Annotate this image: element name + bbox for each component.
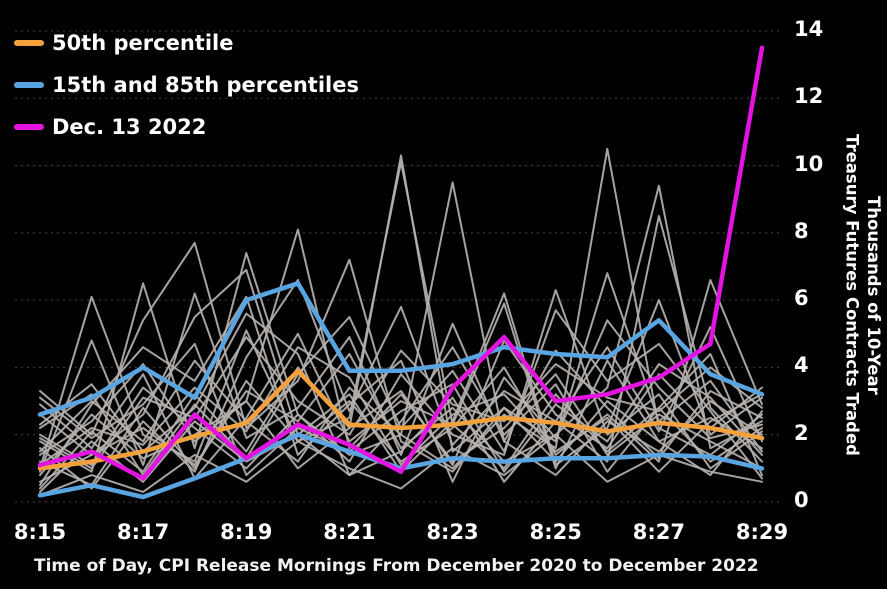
- individual-morning-line: [39, 184, 763, 466]
- y-tick-label: 0: [794, 488, 809, 512]
- x-tick-label: 8:19: [220, 520, 273, 544]
- individual-morning-line: [39, 292, 763, 473]
- individual-morning-line: [39, 279, 763, 470]
- dec-13-2022-swatch: [14, 124, 44, 130]
- individual-morning-line: [39, 295, 763, 487]
- x-tick-label: 8:21: [323, 520, 376, 544]
- y-tick-label: 6: [794, 286, 809, 311]
- y-tick-label: 8: [794, 218, 809, 243]
- series-line-50th-percentile: [37, 368, 765, 471]
- y-tick-label: 14: [794, 17, 824, 41]
- y-axis-title-line-1: Thousands of 10-Year: [864, 195, 883, 395]
- individual-morning-line: [39, 346, 763, 473]
- x-tick-label: 8:17: [117, 520, 170, 544]
- x-tick-label: 8:27: [632, 520, 685, 544]
- series-line-85th-percentile: [37, 281, 765, 417]
- y-tick-label: 10: [794, 151, 824, 176]
- individual-morning-line: [39, 279, 763, 490]
- legend: 50th percentile 15th and 85th percentile…: [14, 22, 359, 148]
- individual-morning-line: [39, 215, 763, 493]
- x-tick-label: 8:23: [426, 520, 479, 544]
- individual-morning-line: [39, 252, 763, 473]
- individual-morning-line: [39, 342, 763, 477]
- legend-item-percentile-band: 15th and 85th percentiles: [14, 64, 359, 106]
- y-axis-title-line-2: Treasury Futures Contracts Traded: [842, 134, 862, 456]
- legend-label: 50th percentile: [52, 31, 234, 55]
- x-tick-label: 8:15: [13, 520, 67, 544]
- legend-label: 15th and 85th percentiles: [52, 73, 359, 97]
- individual-morning-line: [39, 241, 763, 473]
- y-axis-title: Thousands of 10-Year Treasury Futures Co…: [841, 134, 884, 456]
- series-line-dec-13-2022: [37, 45, 765, 481]
- individual-morning-line: [39, 433, 763, 497]
- legend-label: Dec. 13 2022: [52, 115, 207, 139]
- y-tick-label: 2: [794, 420, 809, 445]
- individual-morning-line: [39, 339, 763, 470]
- median-line-swatch: [14, 40, 44, 46]
- x-axis-caption: Time of Day, CPI Release Mornings From D…: [34, 556, 759, 576]
- individual-morning-line: [39, 336, 763, 470]
- individual-morning-line: [39, 161, 763, 487]
- x-tick-label: 8:29: [735, 520, 789, 544]
- percentile-band-swatch: [14, 82, 44, 88]
- legend-item-median: 50th percentile: [14, 22, 359, 64]
- x-tick-label: 8:25: [529, 520, 582, 544]
- y-tick-label: 4: [794, 353, 809, 378]
- legend-item-dec-13-2022: Dec. 13 2022: [14, 106, 359, 148]
- y-tick-label: 12: [794, 84, 824, 109]
